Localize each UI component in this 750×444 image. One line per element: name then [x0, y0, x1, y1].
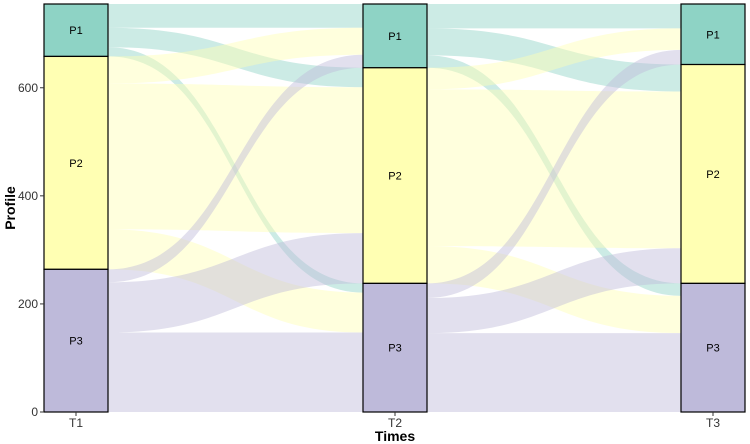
stratum-t1-p3 [43, 268, 109, 413]
stratum-t1-p1 [43, 3, 109, 58]
flow-t1-t2-p3-p3 [108, 332, 363, 412]
stratum-label-t1-p1: P1 [69, 25, 82, 37]
flows-layer [108, 4, 681, 412]
stratum-label-t3-p3: P3 [706, 343, 719, 355]
y-tick-label-600: 600 [18, 81, 38, 95]
stratum-t3-p2 [680, 63, 746, 284]
flow-t1-t2-p2-p1 [108, 27, 363, 84]
stratum-label-t1-p2: P2 [69, 158, 82, 170]
x-tick-label-t3: T3 [706, 416, 720, 430]
stratum-t3-p1 [680, 3, 746, 66]
stratum-t1-p2 [43, 55, 109, 270]
y-tick-label-0: 0 [31, 405, 38, 419]
stratum-label-t2-p2: P2 [388, 171, 401, 183]
flow-t1-t2-p3-p2 [108, 233, 363, 333]
flow-t1-t2-p2-p2 [108, 83, 363, 234]
stratum-label-t1-p3: P3 [69, 336, 82, 348]
flow-t2-t3-p1-p3 [427, 55, 681, 296]
x-tick-label-t1: T1 [69, 416, 83, 430]
flow-t1-t2-p2-p3 [108, 229, 363, 333]
y-tick-label-400: 400 [18, 189, 38, 203]
flow-t2-t3-p2-p3 [427, 246, 681, 334]
flow-t2-t3-p1-p1 [427, 4, 681, 29]
x-axis-title: Times [375, 428, 415, 444]
stratum-t2-p2 [362, 67, 428, 284]
flow-t2-t3-p1-p2 [427, 28, 681, 92]
stratum-t3-p3 [680, 282, 746, 413]
flow-t1-t2-p1-p1 [108, 4, 363, 28]
flow-t2-t3-p3-p1 [427, 49, 681, 298]
flow-t1-t2-p1-p2 [108, 27, 363, 88]
x-tick-label-t2: T2 [388, 416, 402, 430]
strata-layer: P1 P2 P3 P1 P2 P3 P1 P2 P3 [43, 3, 746, 413]
stratum-label-t3-p1: P1 [706, 29, 719, 41]
stratum-label-t3-p2: P2 [706, 169, 719, 181]
flow-t2-t3-p2-p2 [427, 89, 681, 249]
stratum-label-t2-p3: P3 [388, 343, 401, 355]
stratum-t2-p1 [362, 3, 428, 69]
y-tick-label-200: 200 [18, 297, 38, 311]
flow-t1-t2-p1-p3 [108, 47, 363, 293]
flow-t1-t2-p3-p1 [108, 54, 363, 283]
stratum-label-t2-p1: P1 [388, 31, 401, 43]
flow-t2-t3-p3-p2 [427, 248, 681, 334]
y-axis: 0 200 400 600 [18, 81, 44, 419]
x-axis: T1 T2 T3 [69, 412, 720, 430]
flow-t2-t3-p3-p3 [427, 333, 681, 412]
stratum-t2-p3 [362, 282, 428, 413]
y-axis-title: Profile [2, 186, 18, 230]
flow-t2-t3-p2-p1 [427, 28, 681, 90]
